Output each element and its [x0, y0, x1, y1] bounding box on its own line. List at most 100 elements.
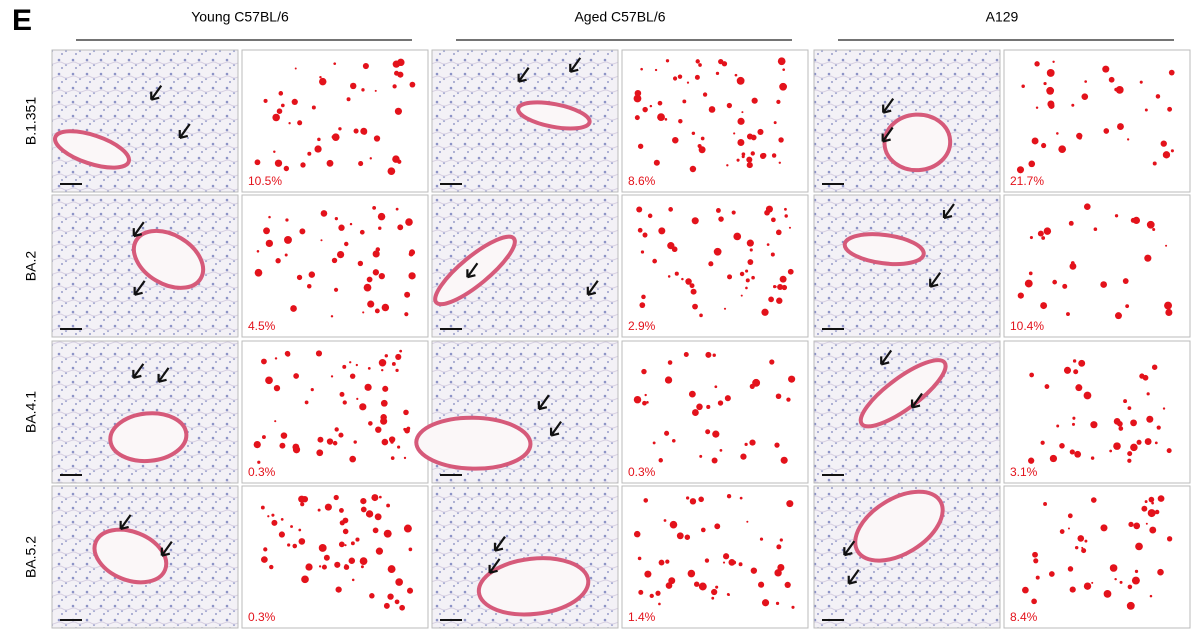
stain-spot	[379, 495, 382, 499]
stain-spot	[1078, 359, 1086, 367]
stain-spot	[668, 207, 673, 212]
stain-spot	[779, 275, 787, 283]
stain-spot	[338, 127, 342, 131]
arrow	[537, 394, 550, 411]
lumen	[842, 232, 926, 267]
stain-spot	[335, 586, 342, 593]
stain-spot	[711, 457, 718, 464]
stain-spot	[349, 455, 356, 463]
stain-spot	[397, 445, 401, 449]
stain-spot	[1113, 442, 1121, 450]
stain-spot	[1123, 399, 1128, 404]
stain-spot	[1141, 505, 1148, 512]
stain-spot	[726, 102, 733, 109]
stain-spot	[778, 137, 784, 143]
stain-spot	[406, 426, 411, 431]
stain-spot	[784, 581, 791, 589]
stain-spot	[372, 527, 379, 534]
arrow	[881, 126, 894, 143]
arrow	[466, 262, 479, 279]
percentage-label: 0.3%	[248, 610, 276, 624]
stain-spot	[279, 442, 286, 449]
stain-spot	[739, 271, 745, 277]
stain-spot	[777, 284, 784, 290]
stain-spot	[784, 207, 787, 211]
stain-spot	[1167, 106, 1173, 112]
arrow	[517, 67, 530, 83]
stain-spot	[1170, 149, 1174, 153]
stain-spot	[1017, 292, 1024, 299]
stain-spot	[1152, 161, 1157, 166]
stain-spot	[390, 440, 394, 444]
stain-spot	[1134, 569, 1139, 574]
stain-spot	[749, 248, 753, 252]
stain-spot	[1041, 236, 1046, 240]
stain-spot	[318, 565, 322, 568]
stain-spot	[1068, 220, 1074, 226]
stain-spot	[791, 605, 795, 609]
stain-spot	[694, 74, 700, 80]
stain-spot	[338, 224, 345, 231]
stain-spot	[689, 283, 695, 289]
stain-spot	[263, 227, 270, 235]
stain-spot	[1074, 545, 1079, 550]
stain-spot	[296, 274, 303, 281]
stain-spot	[1043, 502, 1048, 506]
stain-spot	[664, 376, 673, 384]
stain-spot	[265, 376, 273, 385]
stain-spot	[360, 506, 367, 513]
stain-spot	[776, 544, 782, 550]
stain-spot	[1081, 93, 1089, 100]
stain-spot	[344, 564, 348, 568]
stain-spot	[331, 133, 340, 141]
stain-spot	[339, 391, 345, 397]
stain-spot	[1135, 542, 1143, 551]
arrow	[880, 349, 893, 366]
percentage-label: 0.3%	[628, 465, 656, 479]
stain-spot	[384, 354, 388, 358]
stain-spot	[265, 239, 274, 248]
stain-spot	[355, 537, 360, 542]
stain-spot	[368, 421, 373, 426]
stain-spot	[318, 544, 327, 552]
stain-spot	[759, 153, 766, 160]
stain-spot	[775, 393, 782, 400]
stain-spot	[1117, 421, 1123, 427]
stain-spot	[387, 167, 396, 176]
stain-spot	[290, 305, 297, 312]
mask-image	[241, 485, 429, 629]
stain-spot	[254, 268, 263, 277]
stain-spot	[1069, 586, 1076, 593]
stain-spot	[1130, 443, 1138, 452]
stain-spot	[664, 430, 670, 436]
percentage-label: 8.6%	[628, 174, 656, 188]
lumen	[882, 112, 953, 173]
stain-spot	[291, 98, 298, 106]
stain-spot	[359, 403, 367, 411]
stain-spot	[769, 359, 775, 365]
group-title: Aged C57BL/6	[574, 9, 665, 25]
stain-spot	[1162, 407, 1166, 410]
stain-spot	[745, 278, 750, 283]
stain-spot	[1168, 69, 1175, 76]
stain-spot	[1144, 108, 1148, 112]
stain-spot	[672, 76, 678, 81]
stain-spot	[1119, 580, 1123, 584]
stain-spot	[1046, 69, 1055, 77]
row-label: BA.5.2	[23, 536, 39, 578]
stain-spot	[1131, 576, 1140, 585]
stain-spot	[283, 165, 290, 172]
stain-spot	[1028, 271, 1033, 276]
stain-spot	[642, 232, 648, 238]
stain-spot	[1075, 384, 1083, 392]
stain-spot	[770, 252, 775, 257]
stain-spot	[391, 362, 396, 366]
row-label: BA.2	[23, 251, 39, 282]
stain-spot	[365, 510, 374, 518]
stain-spot	[758, 581, 765, 588]
stain-spot	[1118, 426, 1124, 431]
stain-spot	[285, 218, 289, 222]
mask-image	[1003, 340, 1191, 484]
stain-spot	[366, 276, 373, 283]
stain-spot	[686, 81, 690, 84]
